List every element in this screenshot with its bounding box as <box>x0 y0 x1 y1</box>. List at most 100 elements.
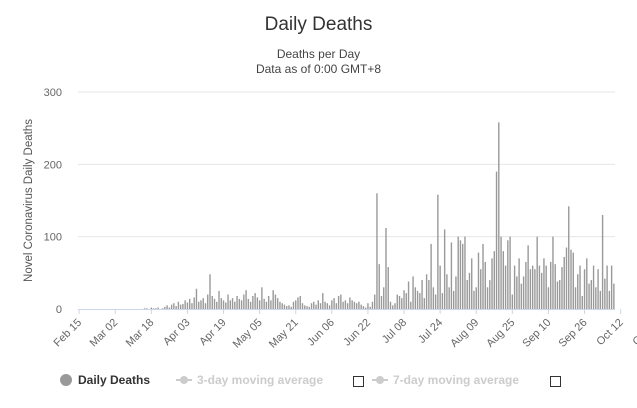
x-tick-label: Oct 12 <box>594 317 625 348</box>
bar <box>220 298 222 309</box>
bar <box>243 294 245 309</box>
bar <box>586 258 588 309</box>
bar <box>439 265 441 309</box>
y-tick-label: 200 <box>44 159 62 171</box>
bar <box>389 301 392 309</box>
bar <box>193 297 195 309</box>
bar <box>498 122 500 309</box>
bar <box>227 294 229 309</box>
bar <box>209 274 211 309</box>
bar <box>211 295 213 309</box>
bar <box>184 300 186 309</box>
bar <box>164 306 166 309</box>
bar <box>538 265 541 309</box>
bar <box>170 304 173 309</box>
bar <box>392 305 394 309</box>
bar <box>383 287 385 309</box>
bar <box>491 258 493 309</box>
bar-series <box>143 122 615 309</box>
bar <box>572 252 574 309</box>
bar <box>401 298 403 309</box>
bar <box>550 261 552 309</box>
legend: Daily Deaths 3-day moving average 7-day … <box>0 372 637 392</box>
bar <box>527 245 529 309</box>
bar <box>288 305 290 309</box>
bar <box>525 261 527 309</box>
bar <box>581 295 583 309</box>
bar <box>358 301 360 309</box>
bar <box>480 269 482 309</box>
bar <box>570 249 572 309</box>
legend-item-3-day-average[interactable]: 3-day moving average <box>176 373 323 387</box>
bar <box>252 295 254 309</box>
chart-title: Daily Deaths <box>264 14 373 35</box>
bar <box>511 294 514 309</box>
bar <box>313 301 315 309</box>
bar <box>450 242 453 309</box>
bar <box>281 303 283 309</box>
bar <box>295 300 297 309</box>
bar <box>455 276 457 309</box>
bar <box>240 300 243 309</box>
bar <box>319 303 322 309</box>
bar <box>195 288 198 309</box>
chart-plot: 0 100 200 300 Feb 15 Mar 02 Mar 18 Apr 03 Apr 19… <box>23 87 637 351</box>
bar <box>299 295 301 309</box>
bar <box>543 258 545 309</box>
bar <box>306 306 308 309</box>
line-marker-icon <box>372 374 388 386</box>
7-day-average-checkbox[interactable] <box>550 376 561 387</box>
3-day-average-checkbox[interactable] <box>353 376 364 387</box>
bar <box>222 300 225 309</box>
bar <box>601 214 604 309</box>
x-tick-label: May 05 <box>231 317 265 351</box>
bar <box>173 303 175 309</box>
bar <box>265 301 268 309</box>
bar <box>380 295 383 309</box>
legend-item-7-day-average[interactable]: 7-day moving average <box>372 373 519 387</box>
legend-label: 7-day moving average <box>393 373 520 387</box>
bar <box>443 229 446 309</box>
bar <box>613 283 615 309</box>
bar <box>385 227 387 309</box>
bar <box>423 298 426 309</box>
bar <box>464 236 466 309</box>
bar <box>322 293 324 309</box>
bar <box>599 290 602 309</box>
y-tick-label: 0 <box>56 304 62 316</box>
bar <box>301 303 304 309</box>
x-tick-label: Jun 06 <box>305 317 337 349</box>
bar <box>466 280 468 309</box>
bar <box>595 287 597 309</box>
bar <box>396 294 398 309</box>
bar <box>565 247 568 309</box>
bar <box>398 295 401 309</box>
bar <box>234 301 236 309</box>
bar <box>421 280 423 309</box>
bar <box>308 306 310 309</box>
bar <box>247 298 250 309</box>
x-tick-label: Mar 02 <box>88 317 121 350</box>
bar <box>493 251 495 309</box>
bar <box>592 265 595 309</box>
legend-item-daily-deaths[interactable]: Daily Deaths <box>60 373 150 387</box>
bar <box>374 294 376 309</box>
bar <box>340 294 342 309</box>
bar <box>249 301 252 309</box>
bar <box>522 276 525 309</box>
bar <box>457 236 459 309</box>
x-tick-label: May 21 <box>267 317 301 351</box>
bar <box>236 295 238 309</box>
bar <box>462 243 464 309</box>
bar <box>263 298 265 309</box>
bar <box>324 301 326 309</box>
bar <box>186 302 189 309</box>
x-tick-label: Mar 18 <box>124 317 157 350</box>
bar <box>540 272 543 309</box>
bar <box>608 290 611 309</box>
bar <box>410 301 412 309</box>
bar <box>166 305 168 309</box>
bar <box>484 261 486 309</box>
bar <box>362 306 365 309</box>
bar <box>394 303 396 309</box>
